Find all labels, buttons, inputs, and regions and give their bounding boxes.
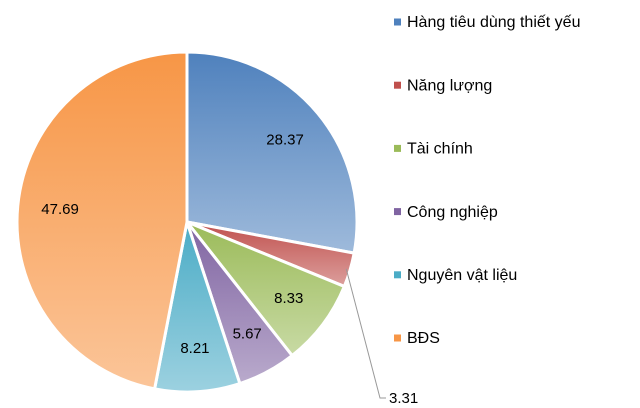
data-label: 8.33 (274, 290, 303, 307)
legend-label: Hàng tiêu dùng thiết yếu (407, 14, 580, 31)
data-label: 5.67 (233, 325, 262, 342)
legend-swatch (394, 271, 401, 279)
data-label: 8.21 (180, 340, 209, 357)
leader-line (345, 268, 386, 399)
legend-swatch (394, 334, 401, 342)
legend-swatch (394, 144, 401, 152)
pie-slice (182, 218, 347, 358)
legend-label: Tài chính (407, 141, 473, 158)
legend-label: Nguyên vật liệu (407, 267, 517, 284)
pie-slice (15, 50, 189, 391)
data-label: 47.69 (41, 201, 79, 218)
legend-label: Công nghiệp (407, 204, 498, 221)
data-label: 3.31 (389, 390, 418, 407)
legend-swatch (394, 81, 401, 89)
legend-label: BĐS (407, 330, 440, 347)
legend-swatch (394, 208, 401, 216)
legend-label: Năng lượng (407, 77, 492, 94)
legend-swatch (394, 18, 401, 26)
data-label: 28.37 (266, 131, 304, 148)
pie-slice (185, 50, 359, 255)
